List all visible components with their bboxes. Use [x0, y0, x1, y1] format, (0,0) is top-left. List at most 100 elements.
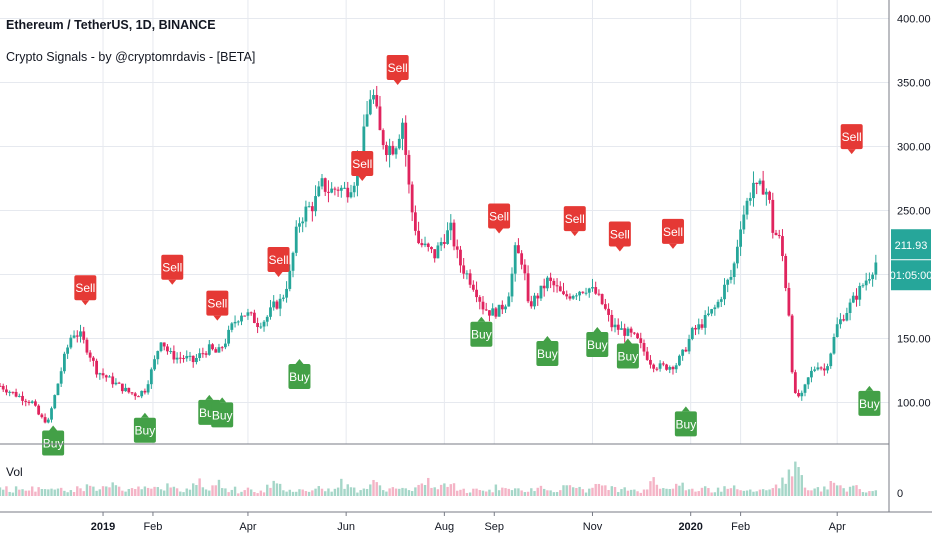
buy-signal-label[interactable]: Buy: [858, 385, 881, 416]
signal-markers[interactable]: BuyBuyBuyBuyBuyBuyBuyBuyBuyBuyBuySellSel…: [42, 55, 881, 456]
candle-body: [166, 346, 169, 352]
volume-bar: [266, 484, 269, 496]
candle-body: [745, 200, 749, 215]
indicator-title[interactable]: Crypto Signals - by @cryptomrdavis - [BE…: [6, 50, 256, 64]
candle-body: [24, 400, 28, 402]
buy-signal-label[interactable]: Buy: [288, 358, 311, 389]
volume-bar: [797, 467, 800, 496]
symbol-title[interactable]: Ethereum / TetherUS, 1D, BINANCE: [6, 18, 216, 32]
candle-body: [188, 355, 192, 357]
buy-signal-label[interactable]: Buy: [133, 412, 156, 443]
candle-body: [281, 297, 285, 299]
candle-body: [452, 222, 456, 247]
volume-bar: [749, 489, 752, 496]
volume-bar: [11, 492, 15, 496]
candle-body: [761, 180, 765, 195]
volume-bar: [610, 486, 613, 496]
candle-body: [864, 280, 868, 286]
candle-body: [53, 395, 57, 409]
signal-box: [161, 254, 184, 280]
candle-body: [346, 187, 350, 198]
sell-signal-label[interactable]: Sell: [267, 247, 290, 278]
volume-bar: [523, 492, 527, 496]
volume-bar: [394, 488, 398, 496]
buy-signal-label[interactable]: Buy: [586, 326, 609, 357]
signal-box: [563, 206, 586, 232]
sell-signal-label[interactable]: Sell: [488, 203, 511, 234]
candle-body: [764, 191, 768, 195]
candle-body: [462, 265, 466, 274]
price-tags: 211.93 01:05:00: [890, 229, 932, 291]
candle-body: [536, 295, 540, 299]
price-axis[interactable]: 400.00 350.00 300.00 250.00 150.00 100.00 0: [897, 14, 931, 501]
volume-bar: [581, 489, 585, 496]
candle-body: [587, 288, 591, 293]
candle-body: [661, 363, 665, 365]
candle-body: [275, 301, 279, 309]
candle-body: [301, 221, 305, 224]
sell-signal-label[interactable]: Sell: [608, 221, 631, 252]
volume-bar: [278, 483, 282, 496]
volume-bar: [739, 490, 742, 496]
candle-body: [404, 122, 408, 155]
candle-body: [739, 229, 742, 247]
signal-box: [616, 343, 639, 369]
volume-bar: [69, 490, 73, 496]
volume-bar: [617, 492, 620, 496]
signal-text: Buy: [537, 347, 558, 361]
volume-bar: [21, 489, 24, 496]
volume-bar: [333, 488, 337, 496]
sell-signal-label[interactable]: Sell: [840, 124, 863, 155]
sell-signal-label[interactable]: Sell: [161, 254, 184, 285]
candle-body: [546, 277, 549, 289]
candle-body: [655, 368, 659, 370]
signal-pointer: [168, 279, 177, 285]
volume-title[interactable]: Vol: [6, 465, 23, 479]
signal-text: Buy: [135, 424, 156, 438]
candle-body: [294, 226, 298, 253]
volume-bar: [761, 489, 765, 496]
volume-bar: [446, 486, 449, 496]
candle-body: [678, 355, 681, 366]
candle-body: [603, 304, 607, 309]
candle-body: [781, 236, 784, 256]
candle-body: [214, 349, 218, 353]
volume-bar: [188, 489, 192, 496]
buy-signal-label[interactable]: Buy: [674, 406, 697, 437]
candle-body: [352, 185, 356, 193]
time-axis[interactable]: 2019 Feb Apr Jun Aug Sep Nov 2020 Feb Apr: [91, 512, 846, 533]
candle-body: [771, 199, 775, 233]
volume-bar: [800, 475, 803, 496]
volume-bar: [282, 490, 285, 496]
sell-signal-label[interactable]: Sell: [661, 218, 684, 249]
sell-signal-label[interactable]: Sell: [206, 290, 229, 321]
buy-signal-label[interactable]: Buy: [211, 397, 234, 428]
volume-bar: [417, 484, 420, 496]
sell-signal-label[interactable]: Sell: [386, 55, 409, 86]
signal-text: Sell: [388, 61, 408, 75]
volume-bar: [137, 486, 140, 496]
sell-signal-label[interactable]: Sell: [563, 206, 586, 237]
volume-bar: [88, 485, 92, 496]
candle-body: [478, 297, 482, 302]
sell-signal-label[interactable]: Sell: [351, 151, 374, 182]
candle-body: [681, 349, 685, 356]
candle-body: [529, 301, 533, 307]
volume-bar: [826, 489, 829, 496]
signal-text: Sell: [207, 297, 227, 311]
volume-bar: [369, 484, 372, 496]
buy-signal-label[interactable]: Buy: [536, 335, 559, 366]
volume-bar: [114, 485, 118, 496]
volume-bar: [76, 486, 79, 496]
volume-bar: [456, 490, 459, 496]
sell-signal-label[interactable]: Sell: [74, 275, 97, 306]
volume-bar: [494, 484, 498, 496]
buy-signal-label[interactable]: Buy: [470, 316, 493, 347]
volume-bar: [50, 488, 53, 496]
volume-bar: [388, 488, 391, 496]
candle-body: [133, 393, 137, 397]
candle-body: [713, 307, 717, 310]
candle-body: [475, 289, 478, 298]
buy-signal-label[interactable]: Buy: [616, 338, 639, 369]
